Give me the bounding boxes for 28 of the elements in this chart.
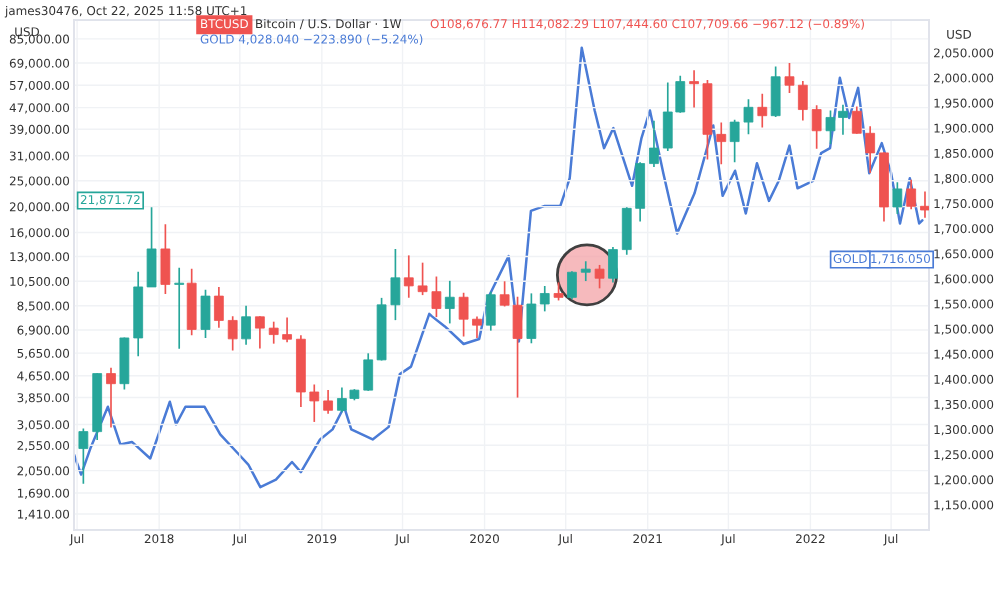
candlestick [811,104,822,150]
candlestick [770,65,781,118]
candlestick [757,92,768,129]
candlestick [119,336,130,391]
candlestick [567,270,577,301]
candlestick [580,260,591,282]
candlestick [78,427,89,485]
candlestick [539,285,550,313]
candlestick [553,281,564,302]
candlestick [649,119,659,168]
candlestick [444,280,455,325]
candlestick [214,286,224,329]
candlestick [106,366,116,429]
candlestick [920,190,929,219]
candlestick [227,315,238,352]
candlestick [160,223,171,295]
candlestick [906,178,917,211]
candlestick [200,288,211,339]
candlestick [526,292,537,345]
candlestick [892,181,903,215]
candlestick [186,267,197,337]
candlestick [608,246,618,284]
candlestick [594,264,605,290]
candlestick [485,290,496,332]
candlestick [255,315,265,350]
candlestick [241,304,251,346]
candlestick [174,267,185,350]
candlestick [323,389,333,415]
